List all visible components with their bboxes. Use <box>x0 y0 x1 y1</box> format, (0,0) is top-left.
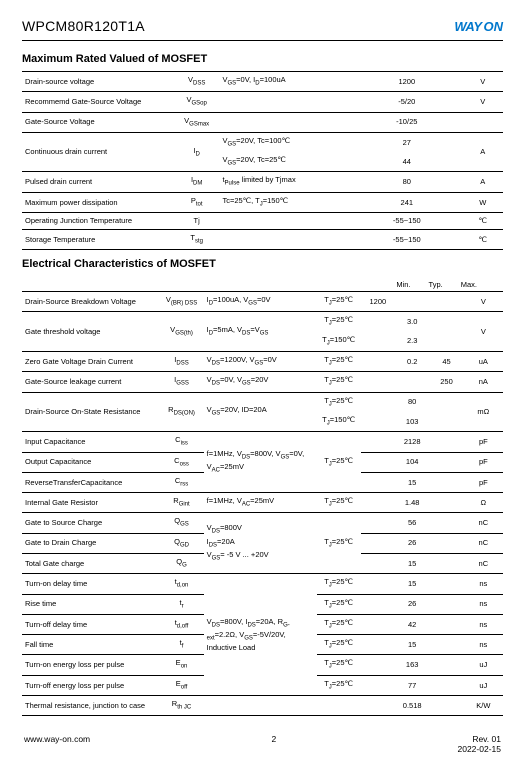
section-title-elec: Electrical Characteristics of MOSFET <box>22 258 503 270</box>
footer-rev-date: Rev. 012022-02-15 <box>458 734 501 754</box>
table-row: Gate-Source leakage current IGSS VDS=0V,… <box>22 372 503 392</box>
footer-page: 2 <box>271 734 276 754</box>
logo-on: ON <box>484 19 504 34</box>
value: 1200 <box>351 72 462 92</box>
table-row: Recommemd Gate-Source Voltage VGSop -5/2… <box>22 92 503 112</box>
min-typ-max-header: Min. Typ. Max. <box>22 280 503 289</box>
table-row: Thermal resistance, junction to case Rth… <box>22 696 503 716</box>
table-row: Input Capacitance Ciss f=1MHz, VDS=800V,… <box>22 432 503 452</box>
table-row: Drain-source voltage VDSS VGS=0V, ID=100… <box>22 72 503 92</box>
table-row: Gate-Source Voltage VGSmax -10/25 <box>22 112 503 132</box>
table-row: Drain-Source On-State Resistance RDS(ON)… <box>22 392 503 412</box>
footer-url: www.way-on.com <box>24 734 90 754</box>
table-row: Storage Temperature Tstg -55~150 ℃ <box>22 229 503 249</box>
logo-way: WAY <box>454 19 481 34</box>
max-ratings-table: Drain-source voltage VDSS VGS=0V, ID=100… <box>22 71 503 250</box>
section-title-max: Maximum Rated Valued of MOSFET <box>22 53 503 65</box>
cond: VGS=0V, ID=100uA <box>219 72 351 92</box>
page-header: WPCM80R120T1A WAYON <box>22 18 503 41</box>
brand-logo: WAYON <box>454 19 503 34</box>
page-footer: www.way-on.com 2 Rev. 012022-02-15 <box>22 734 503 754</box>
param: Drain-source voltage <box>22 72 174 92</box>
table-row: Internal Gate Resistor RGint f=1MHz, VAC… <box>22 493 503 513</box>
table-row: Pulsed drain current IDM tPulse limited … <box>22 172 503 192</box>
table-row: Gate threshold voltage VGS(th) ID=5mA, V… <box>22 312 503 332</box>
electrical-table: Drain-Source Breakdown Voltage V(BR) DSS… <box>22 291 503 716</box>
table-row: Zero Gate Voltage Drain Current IDSS VDS… <box>22 352 503 372</box>
table-row: Continuous drain current ID VGS=20V, Tc=… <box>22 132 503 152</box>
table-row: Gate to Source Charge QGS VDS=800VIDS=20… <box>22 513 503 533</box>
table-row: Maximum power dissipation Ptot Tc=25℃, T… <box>22 192 503 212</box>
table-row: Drain-Source Breakdown Voltage V(BR) DSS… <box>22 292 503 312</box>
unit: V <box>462 72 503 92</box>
part-number: WPCM80R120T1A <box>22 18 145 34</box>
table-row: Turn-on delay time td,on VDS=800V, IDS=2… <box>22 574 503 594</box>
symbol: VDSS <box>174 72 220 92</box>
table-row: Operating Junction Temperature Tj -55~15… <box>22 213 503 230</box>
